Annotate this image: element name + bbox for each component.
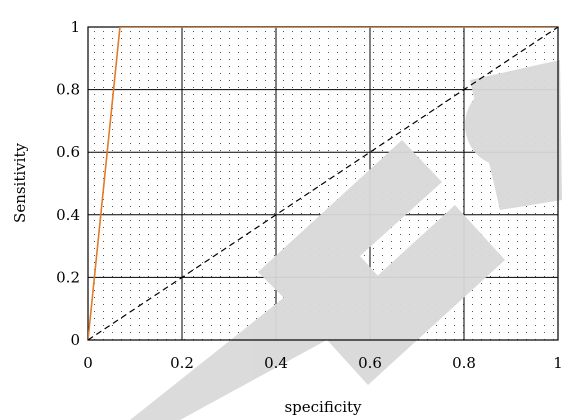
x-tick-label: 1 [553,354,562,372]
y-tick-label: 1 [70,18,80,36]
y-tick-label: 0.4 [56,206,80,224]
x-tick-label: 0.4 [264,354,288,372]
y-tick-label: 0 [70,331,80,349]
series-layer [88,27,558,340]
reference-diagonal-line [88,27,558,340]
y-tick-label: 0.6 [56,143,80,161]
roc-curve-line [88,27,558,340]
x-tick-label: 0.8 [452,354,476,372]
y-tick-label: 0.8 [56,81,80,99]
x-tick-label: 0 [83,354,93,372]
y-tick-label: 0.2 [56,268,80,286]
x-tick-label: 0.2 [170,354,194,372]
x-tick-label: 0.6 [358,354,382,372]
y-axis-title: Sensitivity [11,143,29,223]
retraction-watermark [130,60,562,420]
x-tick-labels: 0 0.2 0.4 0.6 0.8 1 [83,354,562,372]
y-tick-labels: 0 0.2 0.4 0.6 0.8 1 [56,18,80,349]
x-axis-title: specificity [284,398,362,416]
